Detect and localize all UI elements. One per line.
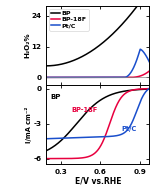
X-axis label: E/V vs.RHE: E/V vs.RHE (75, 177, 121, 186)
Legend: BP, BP-18F, Pt/C: BP, BP-18F, Pt/C (49, 9, 89, 31)
Y-axis label: I/mA cm⁻²: I/mA cm⁻² (25, 107, 32, 143)
Text: BP: BP (51, 94, 61, 100)
Text: BP-18F: BP-18F (71, 107, 98, 113)
Text: Pt/C: Pt/C (122, 125, 137, 132)
Y-axis label: H₂O₂%: H₂O₂% (24, 33, 30, 58)
